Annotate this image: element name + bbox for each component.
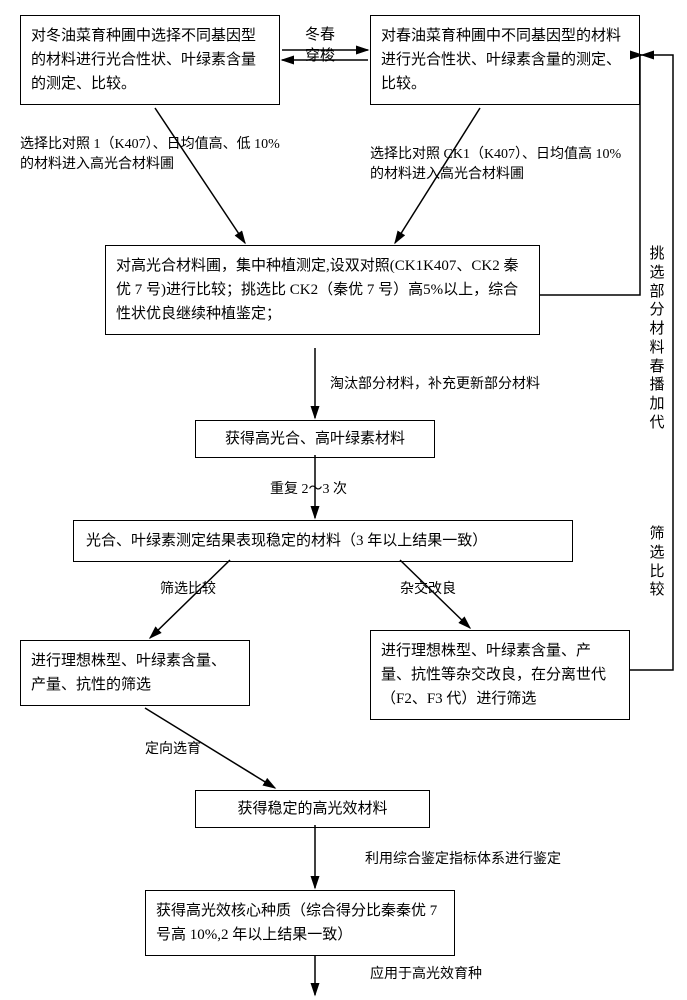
label-filter-left: 筛选比较: [160, 580, 216, 600]
label-select-left: 选择比对照 1（K407）、日均值高、低 10%的材料进入高光合材料圃: [20, 135, 280, 174]
label-select-right: 选择比对照 CK1（K407）、日均值高 10%的材料进入高光合材料圃: [370, 145, 621, 184]
label-cross-right: 杂交改良: [400, 580, 456, 600]
label-winter-spring-shuttle: 冬春穿梭: [305, 25, 335, 67]
box-stable-measurement: 光合、叶绿素测定结果表现稳定的材料（3 年以上结果一致）: [73, 520, 573, 562]
box-winter-nursery: 对冬油菜育种圃中选择不同基因型的材料进行光合性状、叶绿素含量的测定、比较。: [20, 15, 280, 105]
label-apply: 应用于高光效育种: [370, 965, 482, 985]
label-identify: 利用综合鉴定指标体系进行鉴定: [365, 850, 561, 870]
box-core-germplasm: 获得高光效核心种质（综合得分比秦秦优 7 号高 10%,2 年以上结果一致）: [145, 890, 455, 956]
box-high-pool: 对高光合材料圃，集中种植测定,设双对照(CK1K407、CK2 秦优 7 号)进…: [105, 245, 540, 335]
label-vertical-select-spring: 挑选部分材料春播加代: [648, 245, 666, 433]
box-spring-nursery: 对春油菜育种圃中不同基因型的材料进行光合性状、叶绿素含量的测定、比较。: [370, 15, 640, 105]
box-screen-left: 进行理想株型、叶绿素含量、产量、抗性的筛选: [20, 640, 250, 706]
label-repeat: 重复 2～3 次: [270, 480, 347, 500]
label-eliminate: 淘汰部分材料，补充更新部分材料: [330, 375, 540, 395]
box-cross-right: 进行理想株型、叶绿素含量、产量、抗性等杂交改良，在分离世代（F2、F3 代）进行…: [370, 630, 630, 720]
label-directed-breeding: 定向选育: [145, 740, 201, 760]
box-stable-high-eff: 获得稳定的高光效材料: [195, 790, 430, 828]
label-vertical-filter-compare: 筛选比较: [648, 525, 666, 600]
box-high-material: 获得高光合、高叶绿素材料: [195, 420, 435, 458]
